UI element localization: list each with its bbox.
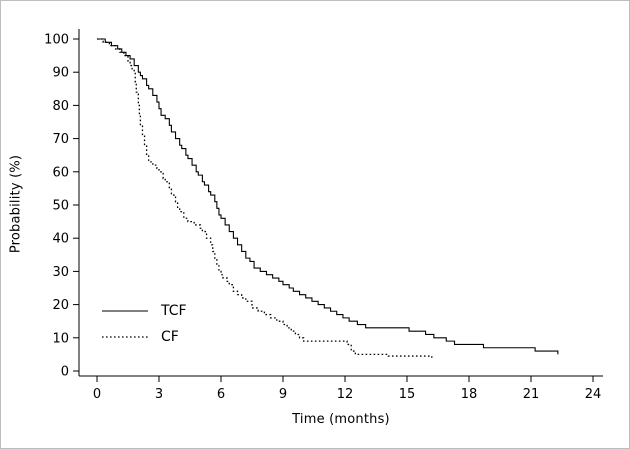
series-line-cf bbox=[97, 38, 433, 358]
legend-label-cf: CF bbox=[161, 329, 179, 345]
y-tick-label: 70 bbox=[52, 132, 69, 147]
cf-line-sample-icon bbox=[102, 336, 148, 338]
y-tick-label: 10 bbox=[52, 331, 69, 346]
x-tick-label: 3 bbox=[155, 387, 163, 402]
x-tick-label: 12 bbox=[337, 387, 354, 402]
legend: TCF CF bbox=[102, 298, 187, 350]
x-axis-label: Time (months) bbox=[292, 412, 390, 427]
y-tick-label: 20 bbox=[52, 298, 69, 313]
y-tick-label: 50 bbox=[52, 199, 69, 214]
y-tick-label: 30 bbox=[52, 265, 69, 280]
x-tick-label: 21 bbox=[523, 387, 540, 402]
series-line-tcf bbox=[97, 38, 559, 355]
y-axis-label: Probability (%) bbox=[8, 154, 24, 254]
tick-marks bbox=[73, 38, 594, 382]
x-tick-label: 0 bbox=[93, 387, 101, 402]
x-tick-label: 24 bbox=[585, 387, 602, 402]
y-tick-label: 0 bbox=[61, 365, 69, 380]
y-tick-label: 80 bbox=[52, 99, 69, 114]
x-tick-label: 9 bbox=[279, 387, 287, 402]
y-tick-label: 90 bbox=[52, 66, 69, 81]
y-tick-label: 40 bbox=[52, 232, 69, 247]
axes bbox=[78, 29, 603, 377]
tick-labels: 0 3 6 9 12 15 18 21 24 0 10 20 30 40 50 60 70 80 90 100 bbox=[44, 33, 601, 403]
legend-item-tcf: TCF bbox=[102, 298, 187, 324]
x-tick-label: 18 bbox=[461, 387, 478, 402]
legend-item-cf: CF bbox=[102, 324, 187, 350]
legend-label-tcf: TCF bbox=[161, 303, 187, 319]
x-tick-label: 6 bbox=[217, 387, 225, 402]
tcf-line-sample-icon bbox=[102, 310, 148, 312]
x-tick-label: 15 bbox=[399, 387, 416, 402]
y-tick-label: 100 bbox=[44, 33, 69, 48]
y-tick-label: 60 bbox=[52, 165, 69, 180]
